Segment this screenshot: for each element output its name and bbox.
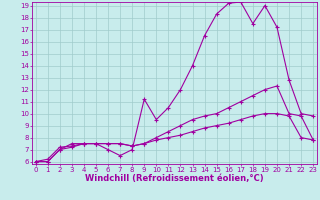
X-axis label: Windchill (Refroidissement éolien,°C): Windchill (Refroidissement éolien,°C) — [85, 174, 264, 183]
